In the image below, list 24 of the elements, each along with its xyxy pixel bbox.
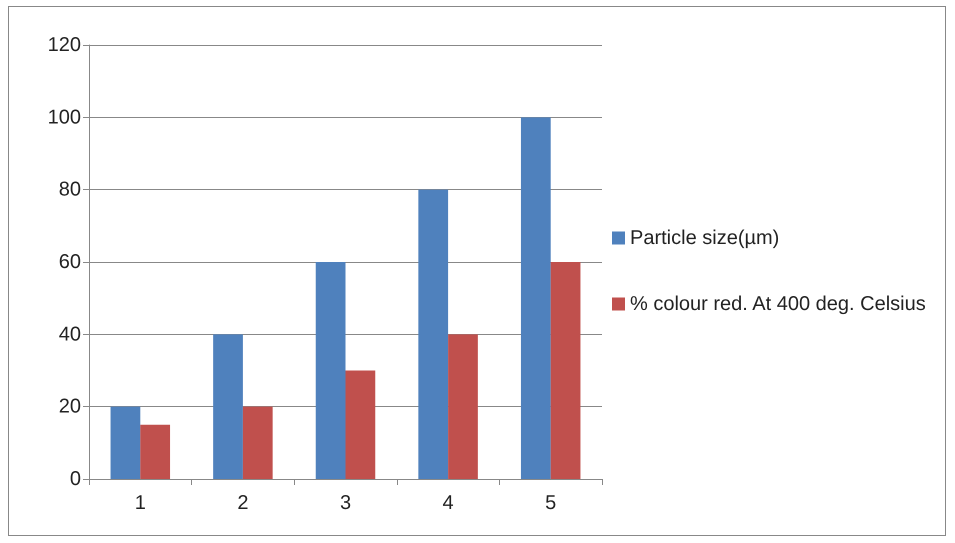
bar [110,406,140,479]
bar [316,262,346,479]
bar [550,262,580,479]
legend-label: Particle size(µm) [630,227,780,249]
bar [418,190,448,479]
y-tick-label: 120 [48,34,81,56]
y-tick-label: 0 [70,468,81,490]
y-tick-label: 60 [58,251,81,273]
x-tick-label: 5 [545,492,556,514]
x-tick-label: 2 [237,492,248,514]
bar [520,117,551,479]
x-tick-label: 3 [340,492,352,514]
y-tick-label: 100 [48,106,81,128]
bar [448,334,478,479]
bar [346,370,376,479]
bar [140,424,170,479]
legend-label: % colour red. At 400 deg. Celsius [630,293,926,315]
y-tick-label: 40 [58,323,81,346]
x-tick-label: 4 [442,492,454,514]
bar [242,406,273,479]
bar [213,334,243,479]
y-tick-label: 20 [58,396,81,418]
y-tick-label: 80 [58,178,81,201]
x-tick-label: 1 [134,492,146,514]
